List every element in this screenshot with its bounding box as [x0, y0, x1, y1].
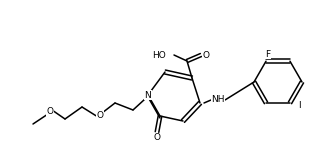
Text: I: I: [298, 101, 300, 110]
Text: O: O: [153, 134, 160, 142]
Text: HO: HO: [152, 51, 166, 59]
Text: O: O: [97, 111, 104, 120]
Text: N: N: [145, 90, 151, 100]
Text: O: O: [203, 51, 209, 59]
Text: NH: NH: [211, 96, 225, 104]
Text: F: F: [266, 50, 271, 59]
Text: O: O: [46, 107, 53, 117]
